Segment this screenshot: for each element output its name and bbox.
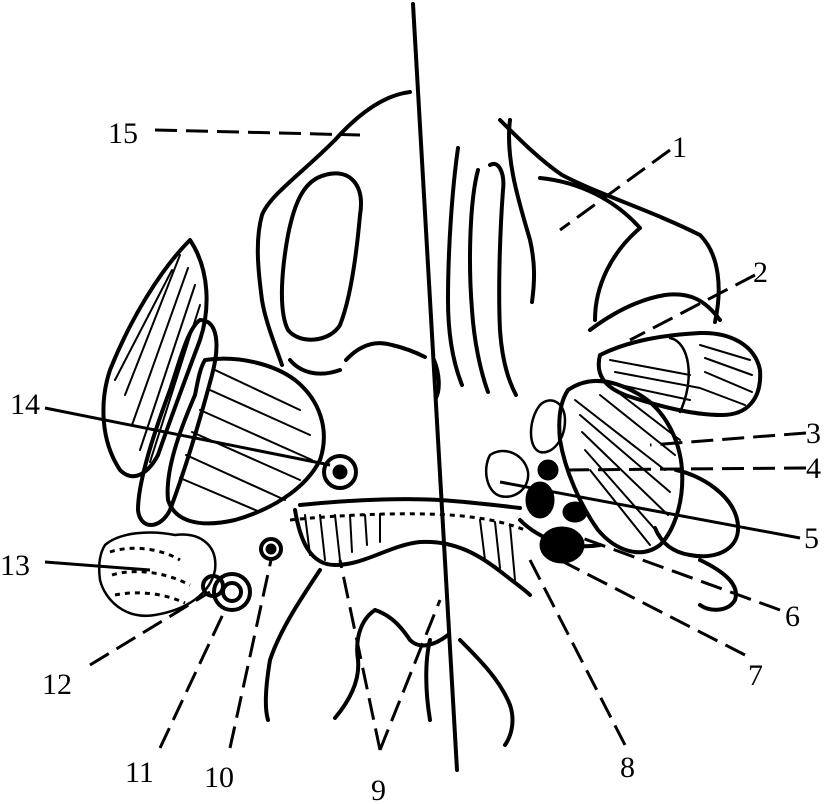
left-lower-muscle — [165, 356, 326, 526]
left-gland-tissue — [97, 531, 217, 618]
label-15: 15 — [108, 117, 138, 150]
label-3: 3 — [806, 417, 821, 450]
label-4: 4 — [806, 452, 821, 485]
midline-axis — [411, 2, 459, 772]
right-nasal-contours — [432, 118, 722, 400]
leader-lines — [44, 128, 807, 751]
label-14: 14 — [10, 388, 40, 421]
number-labels: 1 2 3 4 5 6 7 8 9 10 11 12 13 14 15 — [0, 117, 821, 804]
bottom-lines — [263, 568, 515, 747]
right-upper-muscle — [596, 330, 763, 417]
label-11: 11 — [125, 756, 154, 789]
left-orbit-cavity — [279, 171, 363, 342]
label-7: 7 — [748, 659, 763, 692]
left-upper-muscle — [101, 238, 209, 479]
left-elongated-process — [136, 318, 219, 527]
label-2: 2 — [753, 256, 768, 289]
label-5: 5 — [804, 522, 819, 555]
label-12: 12 — [42, 668, 72, 701]
label-9: 9 — [371, 774, 386, 804]
left-skull-outline — [255, 90, 427, 376]
label-8: 8 — [620, 751, 635, 784]
label-10: 10 — [204, 761, 234, 794]
right-lower-muscle — [484, 378, 741, 612]
left-vessels — [201, 454, 358, 612]
label-13: 13 — [0, 549, 30, 582]
label-1: 1 — [672, 131, 687, 164]
label-6: 6 — [785, 600, 800, 633]
central-transverse-bar — [289, 497, 532, 597]
